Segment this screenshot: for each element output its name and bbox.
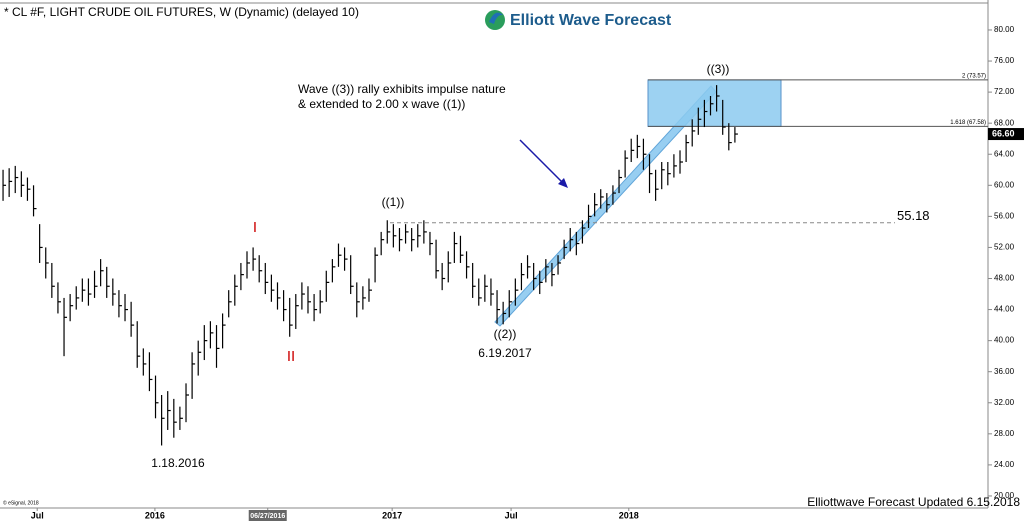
- wave-label: 6.19.2017: [478, 346, 532, 360]
- y-tick-label: 72.00: [994, 87, 1015, 96]
- y-tick-label: 40.00: [994, 336, 1015, 345]
- y-tick-label: 60.00: [994, 180, 1015, 189]
- y-tick-label: 32.00: [994, 398, 1015, 407]
- wave-label: ((2)): [494, 327, 517, 341]
- y-tick-label: 56.00: [994, 211, 1015, 220]
- fib-zone: [647, 79, 782, 127]
- y-tick-label: 52.00: [994, 243, 1015, 252]
- y-tick-label: 64.00: [994, 149, 1015, 158]
- wave-label: ((3)): [707, 62, 730, 76]
- y-tick-label: 36.00: [994, 367, 1015, 376]
- x-tick-highlight: [248, 510, 287, 521]
- note-arrowhead: [558, 178, 568, 188]
- level-label: 55.18: [897, 208, 930, 223]
- fib-label: 2 (73.57): [962, 73, 986, 79]
- x-tick-label: 2017: [382, 510, 402, 520]
- x-tick-label: 2018: [619, 510, 639, 520]
- last-price-badge: [988, 128, 1024, 141]
- wave-label: II: [287, 348, 295, 365]
- y-tick-label: 20.00: [994, 491, 1015, 500]
- y-tick-label: 44.00: [994, 305, 1015, 314]
- logo-icon-swoosh: [489, 12, 503, 24]
- last-price-label: 66.60: [992, 128, 1015, 138]
- x-tick-label: 06/27/2016: [250, 513, 285, 520]
- wave-label: I: [253, 219, 257, 236]
- note-line: Wave ((3)) rally exhibits impulse nature: [298, 82, 506, 96]
- y-tick-label: 28.00: [994, 429, 1015, 438]
- chart-title: * CL #F, LIGHT CRUDE OIL FUTURES, W (Dyn…: [4, 5, 359, 19]
- y-tick-label: 76.00: [994, 56, 1015, 65]
- wave-label: ((1)): [382, 195, 405, 209]
- y-tick-label: 24.00: [994, 460, 1015, 469]
- x-tick-label: 2016: [145, 510, 165, 520]
- y-tick-label: 80.00: [994, 25, 1015, 34]
- note-line: & extended to 2.00 x wave ((1)): [298, 97, 465, 111]
- y-tick-label: 48.00: [994, 274, 1015, 283]
- footer: Elliottwave Forecast Updated 6.15.2018: [807, 495, 1020, 509]
- logo: Elliott Wave Forecast: [485, 10, 672, 30]
- fib-label: 1.618 (67.58): [950, 120, 986, 126]
- x-tick-label: Jul: [505, 510, 518, 520]
- wave-label: 1.18.2016: [151, 456, 205, 470]
- y-tick-label: 68.00: [994, 118, 1015, 127]
- note-arrow: [519, 139, 567, 187]
- x-tick-label: Jul: [31, 510, 44, 520]
- copyright: © eSignal, 2018: [3, 499, 39, 506]
- logo-text: Elliott Wave Forecast: [510, 12, 672, 29]
